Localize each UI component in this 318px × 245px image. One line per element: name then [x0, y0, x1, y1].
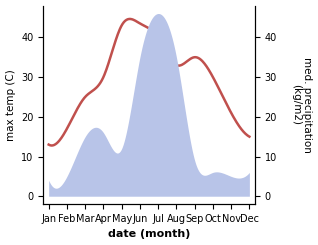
Y-axis label: med. precipitation
(kg/m2): med. precipitation (kg/m2)	[291, 57, 313, 153]
X-axis label: date (month): date (month)	[108, 230, 190, 239]
Y-axis label: max temp (C): max temp (C)	[5, 69, 16, 141]
